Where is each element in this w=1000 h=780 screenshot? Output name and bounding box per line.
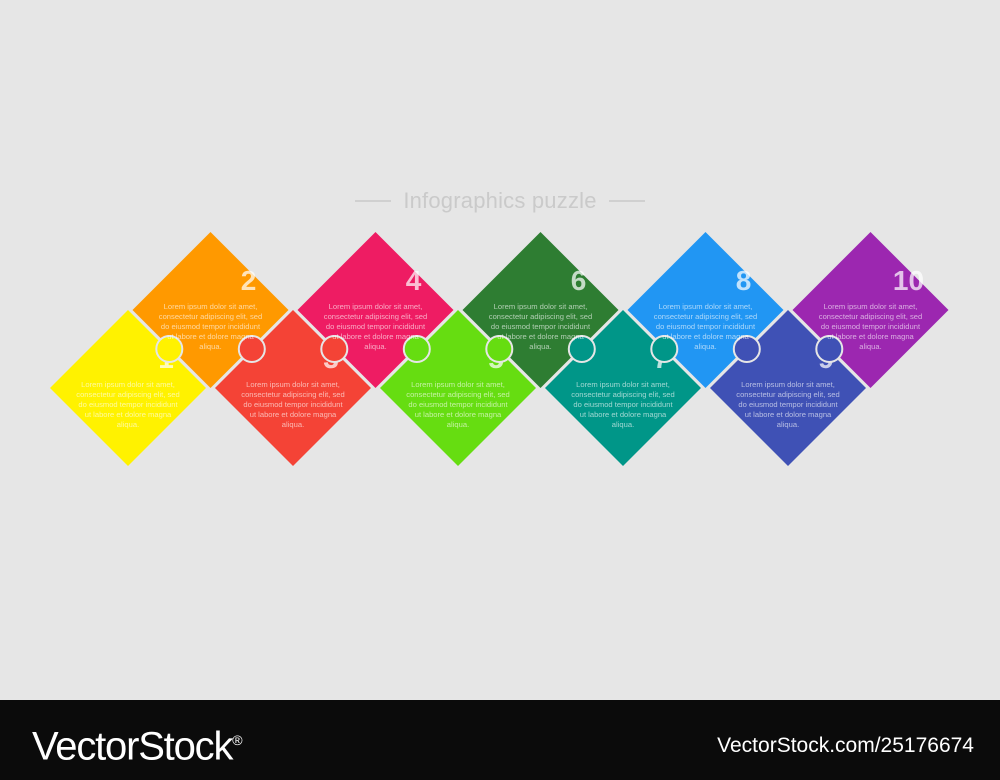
title-group: Infographics puzzle xyxy=(340,186,660,216)
piece-text-7: Lorem ipsum dolor sit amet, consectetur … xyxy=(571,380,675,429)
piece-number-4: 4 xyxy=(406,265,422,296)
piece-text-6: Lorem ipsum dolor sit amet, consectetur … xyxy=(488,302,593,351)
title-right-rule xyxy=(608,200,645,202)
piece-number-8: 8 xyxy=(736,265,752,296)
brand-name: VectorStock xyxy=(32,724,233,769)
puzzle-knob-3 xyxy=(320,335,349,363)
piece-number-10: 10 xyxy=(893,265,924,296)
puzzle-knob-2 xyxy=(237,335,266,363)
piece-text-8: Lorem ipsum dolor sit amet, consectetur … xyxy=(653,302,758,351)
brand-logo: VectorStock® xyxy=(32,718,243,768)
puzzle-knob-8 xyxy=(732,335,761,363)
piece-number-6: 6 xyxy=(571,265,587,296)
piece-text-1: Lorem ipsum dolor sit amet, consectetur … xyxy=(76,380,180,429)
piece-text-9: Lorem ipsum dolor sit amet, consectetur … xyxy=(736,380,840,429)
puzzle-knob-1 xyxy=(155,335,184,363)
puzzle-knob-5 xyxy=(485,335,514,363)
piece-text-10: Lorem ipsum dolor sit amet, consectetur … xyxy=(818,302,923,351)
piece-text-5: Lorem ipsum dolor sit amet, consectetur … xyxy=(406,380,510,429)
piece-text-4: Lorem ipsum dolor sit amet, consectetur … xyxy=(323,302,428,351)
footer-bar: VectorStock® VectorStock.com/25176674 xyxy=(0,700,1000,780)
registered-mark: ® xyxy=(232,732,243,748)
puzzle-diagram: 12345678910 xyxy=(50,232,949,466)
title-left-rule xyxy=(355,200,392,202)
puzzle-knob-7 xyxy=(650,335,679,363)
infographic-title: Infographics puzzle xyxy=(403,188,597,213)
piece-text-2: Lorem ipsum dolor sit amet, consectetur … xyxy=(158,302,263,351)
piece-text-3: Lorem ipsum dolor sit amet, consectetur … xyxy=(241,380,345,429)
infographic-canvas: Infographics puzzle 12345678910 Lorem ip… xyxy=(50,186,949,466)
piece-number-2: 2 xyxy=(241,265,257,296)
puzzle-knob-9 xyxy=(815,335,844,363)
puzzle-knob-4 xyxy=(402,335,431,363)
image-id: VectorStock.com/25176674 xyxy=(717,734,974,757)
puzzle-knob-6 xyxy=(567,335,596,363)
